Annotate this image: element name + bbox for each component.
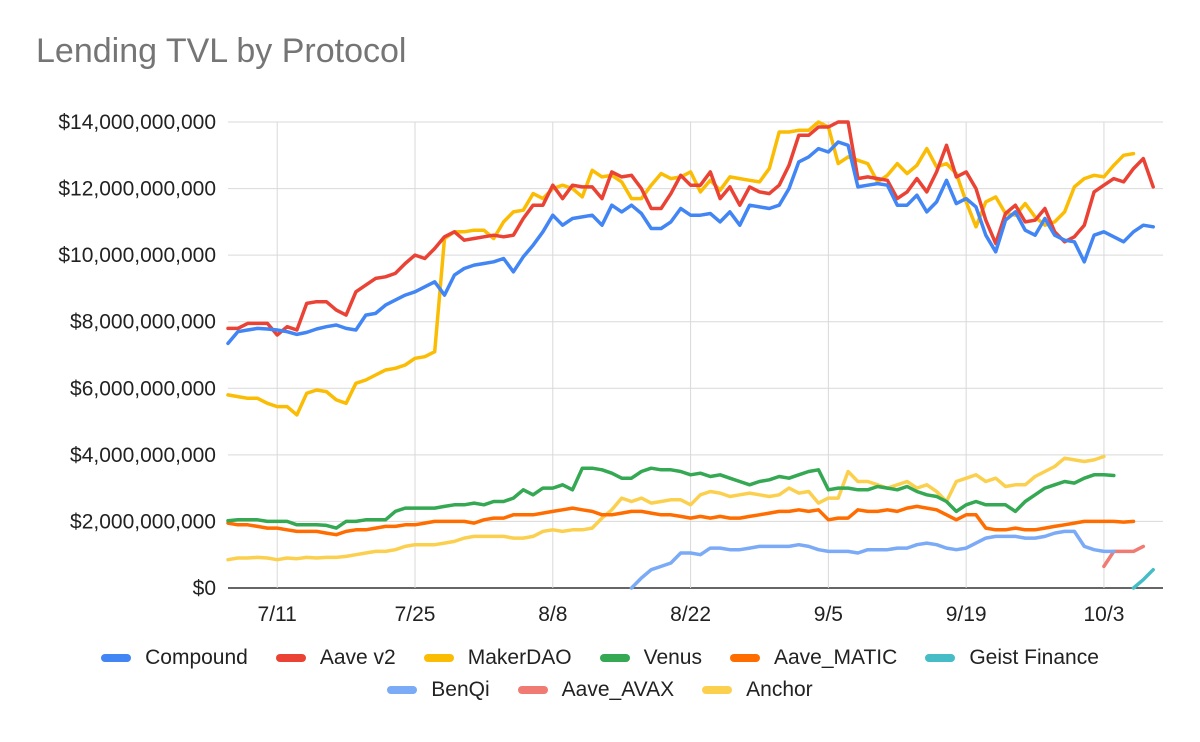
legend: Compound Aave v2 MakerDAO Venus Aave_MATIC Ge…: [0, 642, 1200, 706]
legend-label: Aave_AVAX: [561, 678, 675, 701]
legend-item-geist-finance: Geist Finance: [925, 646, 1099, 670]
y-tick-label: $10,000,000,000: [58, 244, 216, 267]
series-line-aave-v2: [226, 120, 1155, 337]
x-tick-label: 10/3: [1084, 603, 1125, 626]
legend-label: Geist Finance: [969, 646, 1099, 669]
x-tick-label: 8/22: [670, 603, 711, 626]
series-line-venus: [226, 466, 1116, 530]
x-axis-tick-labels: 7/11 7/25 8/8 8/22 9/5 9/19 10/3: [258, 603, 1125, 626]
y-tick-label: $6,000,000,000: [70, 377, 216, 400]
legend-swatch: [729, 654, 760, 662]
y-tick-label: $4,000,000,000: [70, 444, 216, 467]
legend-item-aave-matic: Aave_MATIC: [729, 646, 898, 670]
legend-swatch: [925, 654, 956, 662]
legend-item-aave-v2: Aave v2: [275, 646, 396, 670]
y-tick-label: $8,000,000,000: [70, 311, 216, 334]
legend-swatch: [101, 654, 132, 662]
legend-swatch: [423, 654, 454, 662]
legend-swatch: [599, 654, 630, 662]
legend-item-anchor: Anchor: [702, 678, 813, 702]
series-lines: [226, 120, 1155, 590]
series-line-aave-matic: [226, 504, 1136, 537]
legend-swatch: [517, 686, 548, 694]
series-line-makerdao: [226, 120, 1136, 417]
series-line-compound: [226, 140, 1155, 346]
legend-item-aave-avax: Aave_AVAX: [517, 678, 675, 702]
legend-item-benqi: BenQi: [387, 678, 490, 702]
x-tick-label: 8/8: [538, 603, 567, 626]
legend-item-compound: Compound: [101, 646, 248, 670]
legend-swatch: [387, 686, 418, 694]
x-tick-label: 9/5: [814, 603, 843, 626]
y-tick-label: $12,000,000,000: [58, 178, 216, 201]
chart-title: Lending TVL by Protocol: [36, 32, 407, 70]
legend-item-makerdao: MakerDAO: [423, 646, 572, 670]
series-line-geist-finance: [1131, 567, 1155, 590]
legend-label: Compound: [145, 646, 248, 669]
legend-label: Aave_MATIC: [773, 646, 898, 669]
y-tick-label: $0: [193, 577, 216, 600]
legend-label: Aave v2: [319, 646, 396, 669]
series-line-anchor: [226, 454, 1106, 562]
legend-label: Anchor: [746, 678, 813, 701]
y-tick-label: $2,000,000,000: [70, 510, 216, 533]
y-tick-label: $14,000,000,000: [58, 111, 216, 134]
legend-swatch: [702, 686, 733, 694]
legend-label: MakerDAO: [467, 646, 572, 669]
legend-row-2: BenQi Aave_AVAX Anchor: [0, 674, 1200, 706]
legend-label: BenQi: [431, 678, 490, 701]
y-axis-tick-labels: $0 $2,000,000,000 $4,000,000,000 $6,000,000…: [58, 111, 216, 600]
series-line-benqi: [629, 529, 1116, 590]
x-tick-label: 7/11: [258, 603, 297, 626]
legend-swatch: [275, 654, 306, 662]
legend-row-1: Compound Aave v2 MakerDAO Venus Aave_MATIC Ge…: [0, 642, 1200, 674]
legend-label: Venus: [643, 646, 702, 669]
series-line-aave-avax: [1102, 544, 1146, 569]
legend-item-venus: Venus: [599, 646, 702, 670]
x-tick-label: 9/19: [946, 603, 987, 626]
x-tick-label: 7/25: [395, 603, 436, 626]
